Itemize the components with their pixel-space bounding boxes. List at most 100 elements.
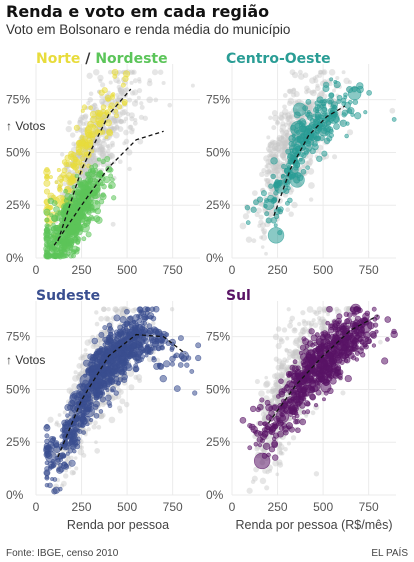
background-point: [82, 113, 89, 119]
chart-subtitle: Voto em Bolsonaro e renda média do munic…: [6, 22, 291, 37]
data-point: [250, 206, 257, 213]
background-point: [117, 88, 125, 95]
data-point: [257, 420, 263, 426]
background-point: [137, 378, 143, 384]
data-point: [106, 335, 112, 341]
background-point: [137, 138, 144, 145]
data-point: [96, 120, 104, 128]
data-point: [381, 357, 389, 365]
data-point: [321, 150, 328, 157]
data-point: [140, 350, 145, 354]
background-point: [308, 105, 313, 110]
data-point: [327, 112, 340, 124]
data-point: [316, 155, 323, 162]
data-point: [253, 441, 259, 447]
background-point: [97, 149, 104, 156]
background-point: [91, 103, 98, 110]
x-tick-label: 500: [313, 500, 333, 514]
data-point: [256, 436, 263, 443]
y-tick-label: 25%: [206, 198, 230, 212]
background-point: [78, 127, 84, 134]
background-point: [96, 143, 103, 150]
data-point: [109, 358, 115, 364]
data-point: [344, 374, 352, 383]
data-point: [301, 152, 307, 159]
data-point: [118, 339, 124, 346]
data-point: [43, 208, 51, 216]
data-point: [104, 135, 109, 140]
data-point: [371, 343, 377, 348]
background-point: [110, 143, 115, 148]
background-point: [317, 69, 323, 75]
background-point: [282, 93, 288, 98]
data-point: [292, 359, 298, 365]
data-point: [323, 342, 331, 350]
data-point: [112, 353, 116, 358]
background-point: [343, 77, 350, 85]
data-point: [180, 355, 188, 362]
background-point: [125, 149, 133, 156]
data-point: [82, 148, 88, 154]
data-point: [309, 394, 317, 401]
background-point: [272, 388, 277, 392]
data-point: [287, 158, 294, 165]
background-point: [282, 129, 290, 137]
data-point: [265, 425, 271, 430]
background-point: [190, 83, 195, 88]
background-point: [122, 119, 127, 124]
background-point: [87, 97, 94, 103]
data-point: [87, 186, 92, 191]
background-point: [123, 401, 130, 408]
background-point: [90, 343, 96, 350]
data-point: [333, 123, 340, 130]
data-point: [300, 120, 307, 127]
background-point: [123, 138, 130, 145]
data-point: [95, 109, 101, 116]
data-point: [75, 169, 79, 174]
background-point: [280, 151, 287, 159]
data-point: [43, 230, 51, 239]
data-point: [155, 328, 163, 337]
background-point: [79, 114, 85, 121]
data-point: [113, 108, 119, 114]
data-point: [81, 213, 87, 218]
background-point: [113, 307, 120, 313]
data-point: [169, 347, 175, 352]
data-point: [366, 90, 372, 96]
data-point: [44, 423, 50, 430]
background-point: [86, 72, 93, 79]
background-point: [113, 131, 120, 139]
data-point: [101, 87, 108, 94]
data-point: [301, 388, 307, 394]
background-point: [119, 89, 126, 96]
background-point: [251, 190, 258, 197]
data-point: [85, 231, 92, 238]
data-point: [292, 155, 297, 160]
data-point: [68, 459, 76, 467]
background-point: [291, 201, 298, 209]
background-point: [123, 116, 129, 121]
data-point: [139, 343, 144, 348]
background-point: [95, 137, 101, 143]
background-point: [78, 356, 83, 361]
data-point: [321, 371, 326, 377]
background-point: [283, 129, 289, 135]
data-point: [328, 99, 333, 104]
background-point: [246, 487, 253, 494]
y-tick-label: 75%: [6, 330, 30, 344]
data-point: [78, 398, 83, 403]
data-point: [97, 157, 101, 162]
data-point: [43, 179, 51, 187]
data-point: [67, 153, 75, 160]
data-point: [144, 353, 149, 358]
data-point: [307, 375, 314, 382]
background-point: [287, 100, 293, 106]
background-point: [278, 338, 285, 345]
background-point: [131, 69, 137, 75]
background-point: [280, 135, 285, 140]
background-point: [306, 320, 311, 326]
data-point: [143, 345, 152, 354]
data-point: [57, 187, 63, 193]
x-axis-label: Renda por pessoa: [67, 518, 169, 532]
